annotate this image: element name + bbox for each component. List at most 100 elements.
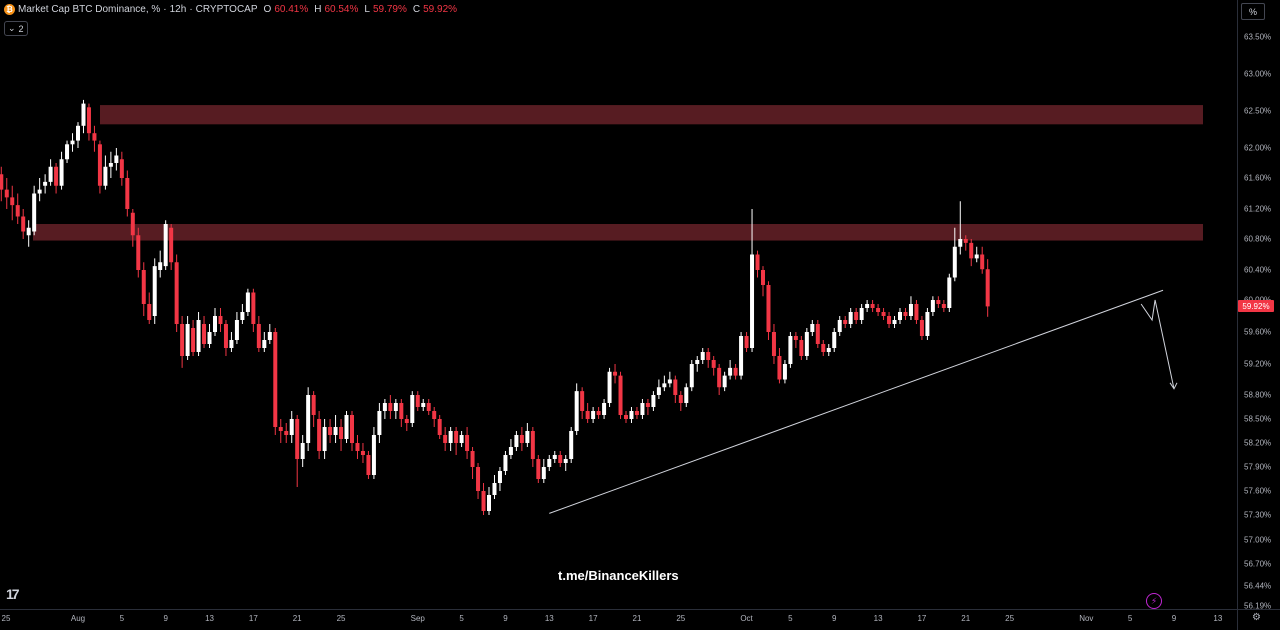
candle [903, 308, 908, 320]
tradingview-logo-icon[interactable]: 17 [6, 586, 20, 602]
candle-body [273, 332, 278, 427]
candle-body [761, 270, 765, 285]
watermark-text: t.me/BinanceKillers [558, 568, 679, 583]
legend-symbol[interactable]: Market Cap BTC Dominance, % [18, 4, 161, 15]
candle [569, 427, 574, 463]
candle [454, 427, 459, 455]
candle-body [536, 459, 541, 479]
time-tick-label: 5 [119, 614, 125, 623]
candle-body [59, 159, 64, 186]
candle-body [525, 431, 530, 443]
candle-body [108, 163, 113, 167]
candle-body [629, 411, 634, 419]
candle-body [744, 336, 749, 348]
gear-icon[interactable]: ⚙ [1252, 612, 1261, 623]
indicators-toggle[interactable]: ⌄ 2 [4, 21, 28, 36]
candle [147, 292, 152, 324]
candle [256, 316, 261, 352]
candle [163, 220, 168, 270]
candle [76, 122, 80, 148]
candle [514, 431, 519, 451]
candle [426, 399, 431, 415]
candle [930, 296, 935, 316]
candle-body [4, 189, 9, 198]
candle [476, 463, 481, 499]
candle-body [97, 144, 102, 186]
trendline [549, 289, 1164, 514]
candle [497, 467, 502, 491]
indicators-count: 2 [18, 23, 24, 34]
legend-separator-2: · [189, 4, 193, 15]
candle [914, 300, 919, 324]
candle [344, 411, 349, 443]
candle-body [289, 419, 294, 435]
candle [223, 320, 228, 356]
candle-body [602, 403, 607, 415]
candle-body [695, 360, 700, 364]
price-tick-label: 57.60% [1244, 486, 1272, 496]
candle-body [717, 367, 722, 388]
candle [130, 209, 135, 247]
price-tick-label: 58.80% [1244, 390, 1272, 400]
candle-body [218, 316, 223, 324]
candle [37, 178, 42, 202]
candle [311, 391, 316, 427]
candle-body [963, 239, 968, 243]
price-tick-label: 63.50% [1244, 32, 1272, 42]
candle [289, 411, 294, 443]
candle [437, 415, 442, 439]
candle [607, 367, 612, 407]
candle [821, 340, 826, 356]
candle-body [952, 246, 957, 278]
candle-body [925, 312, 930, 336]
candle [404, 415, 409, 431]
candle [4, 178, 9, 209]
symbol-legend[interactable]: ₿ Market Cap BTC Dominance, % · 12h · CR… [4, 4, 457, 15]
candle-body [947, 277, 952, 308]
candle [574, 383, 579, 435]
candle [273, 328, 278, 435]
candle-body [213, 316, 217, 332]
candle [832, 328, 837, 352]
candle-body [733, 367, 738, 376]
candle-body [618, 375, 623, 415]
candle-body [267, 332, 272, 340]
candle-body [54, 166, 59, 186]
candle [624, 411, 628, 423]
candle-body [229, 340, 234, 348]
candle-body [706, 352, 711, 360]
flash-icon[interactable]: ⚡ [1146, 593, 1162, 609]
candle-body [930, 300, 935, 312]
candle [448, 427, 453, 451]
candle [65, 140, 70, 163]
price-tick-label: 57.30% [1244, 510, 1272, 520]
price-tick-label: 58.50% [1244, 414, 1272, 424]
candle-body [185, 324, 190, 356]
candle-body [65, 144, 70, 160]
candle-body [662, 383, 667, 388]
percent-scale-button[interactable]: % [1241, 3, 1265, 20]
candle [804, 328, 809, 360]
chart-area[interactable] [0, 0, 1237, 609]
price-tick-label: 56.19% [1244, 601, 1272, 611]
candle-body [689, 364, 694, 388]
candle-body [114, 155, 119, 163]
candle [936, 296, 941, 308]
candle-body [810, 324, 815, 332]
candle-body [541, 467, 546, 479]
candle-body [919, 320, 924, 336]
candle-body [234, 320, 239, 340]
time-axis[interactable] [0, 609, 1237, 630]
candle [750, 209, 755, 352]
candle-body [399, 403, 404, 419]
candle-body [15, 205, 20, 217]
chart-plot[interactable] [0, 0, 1237, 609]
candle-body [459, 435, 464, 443]
candle [339, 419, 344, 451]
candle-body [613, 371, 618, 376]
candle [640, 399, 645, 419]
candle [777, 348, 782, 384]
candle [613, 364, 618, 384]
time-tick-label: 9 [832, 614, 837, 623]
time-tick-label: 25 [676, 614, 686, 623]
